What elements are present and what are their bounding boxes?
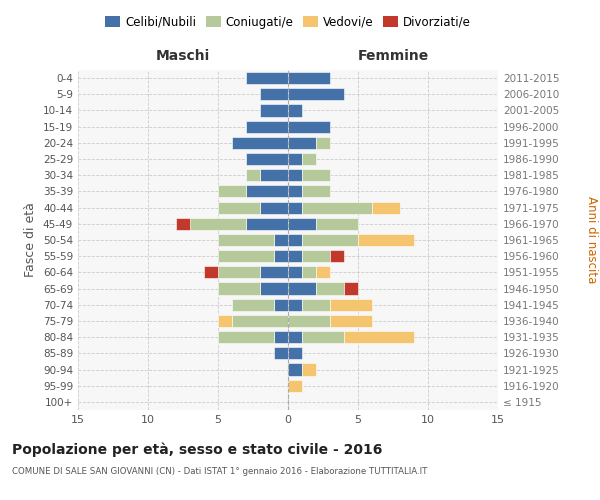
Bar — [288, 153, 302, 165]
Bar — [218, 282, 260, 294]
Bar — [288, 282, 316, 294]
Bar — [232, 315, 288, 327]
Bar — [260, 282, 288, 294]
Bar — [288, 348, 302, 360]
Bar — [246, 72, 288, 84]
Bar — [316, 218, 358, 230]
Bar — [302, 250, 330, 262]
Bar — [288, 169, 302, 181]
Bar — [218, 202, 260, 213]
Bar — [260, 88, 288, 101]
Bar — [218, 331, 274, 343]
Bar — [316, 137, 330, 149]
Bar — [274, 348, 288, 360]
Bar — [246, 218, 288, 230]
Bar — [204, 266, 218, 278]
Bar — [218, 315, 232, 327]
Bar — [288, 315, 330, 327]
Bar — [302, 202, 372, 213]
Bar — [288, 218, 316, 230]
Bar — [302, 186, 330, 198]
Bar — [274, 234, 288, 246]
Bar — [330, 298, 372, 311]
Bar — [218, 186, 246, 198]
Bar — [288, 120, 330, 132]
Bar — [246, 120, 288, 132]
Bar — [288, 250, 302, 262]
Bar — [232, 298, 274, 311]
Text: Anni di nascita: Anni di nascita — [584, 196, 598, 284]
Bar — [344, 331, 414, 343]
Bar — [288, 364, 302, 376]
Bar — [288, 298, 302, 311]
Bar — [302, 364, 316, 376]
Bar — [218, 250, 274, 262]
Bar — [302, 153, 316, 165]
Bar — [246, 186, 288, 198]
Bar — [246, 169, 260, 181]
Bar — [218, 234, 274, 246]
Bar — [288, 202, 302, 213]
Bar — [260, 169, 288, 181]
Bar — [344, 282, 358, 294]
Bar — [330, 315, 372, 327]
Bar — [302, 331, 344, 343]
Bar — [190, 218, 246, 230]
Bar — [274, 250, 288, 262]
Text: Popolazione per età, sesso e stato civile - 2016: Popolazione per età, sesso e stato civil… — [12, 442, 382, 457]
Bar — [288, 104, 302, 117]
Text: COMUNE DI SALE SAN GIOVANNI (CN) - Dati ISTAT 1° gennaio 2016 - Elaborazione TUT: COMUNE DI SALE SAN GIOVANNI (CN) - Dati … — [12, 468, 427, 476]
Bar — [302, 234, 358, 246]
Bar — [302, 169, 330, 181]
Bar — [218, 266, 260, 278]
Y-axis label: Fasce di età: Fasce di età — [25, 202, 37, 278]
Bar — [260, 104, 288, 117]
Bar — [232, 137, 288, 149]
Bar — [246, 153, 288, 165]
Bar — [302, 298, 330, 311]
Bar — [358, 234, 414, 246]
Bar — [330, 250, 344, 262]
Text: Femmine: Femmine — [358, 48, 428, 62]
Bar — [288, 88, 344, 101]
Bar — [372, 202, 400, 213]
Bar — [176, 218, 190, 230]
Bar — [288, 137, 316, 149]
Bar — [288, 186, 302, 198]
Text: Maschi: Maschi — [156, 48, 210, 62]
Bar — [274, 331, 288, 343]
Legend: Celibi/Nubili, Coniugati/e, Vedovi/e, Divorziati/e: Celibi/Nubili, Coniugati/e, Vedovi/e, Di… — [100, 11, 476, 34]
Bar — [288, 380, 302, 392]
Bar — [288, 331, 302, 343]
Bar — [288, 72, 330, 84]
Bar — [316, 266, 330, 278]
Bar — [274, 298, 288, 311]
Bar — [316, 282, 344, 294]
Bar — [302, 266, 316, 278]
Bar — [288, 234, 302, 246]
Bar — [260, 202, 288, 213]
Bar — [288, 266, 302, 278]
Bar — [260, 266, 288, 278]
